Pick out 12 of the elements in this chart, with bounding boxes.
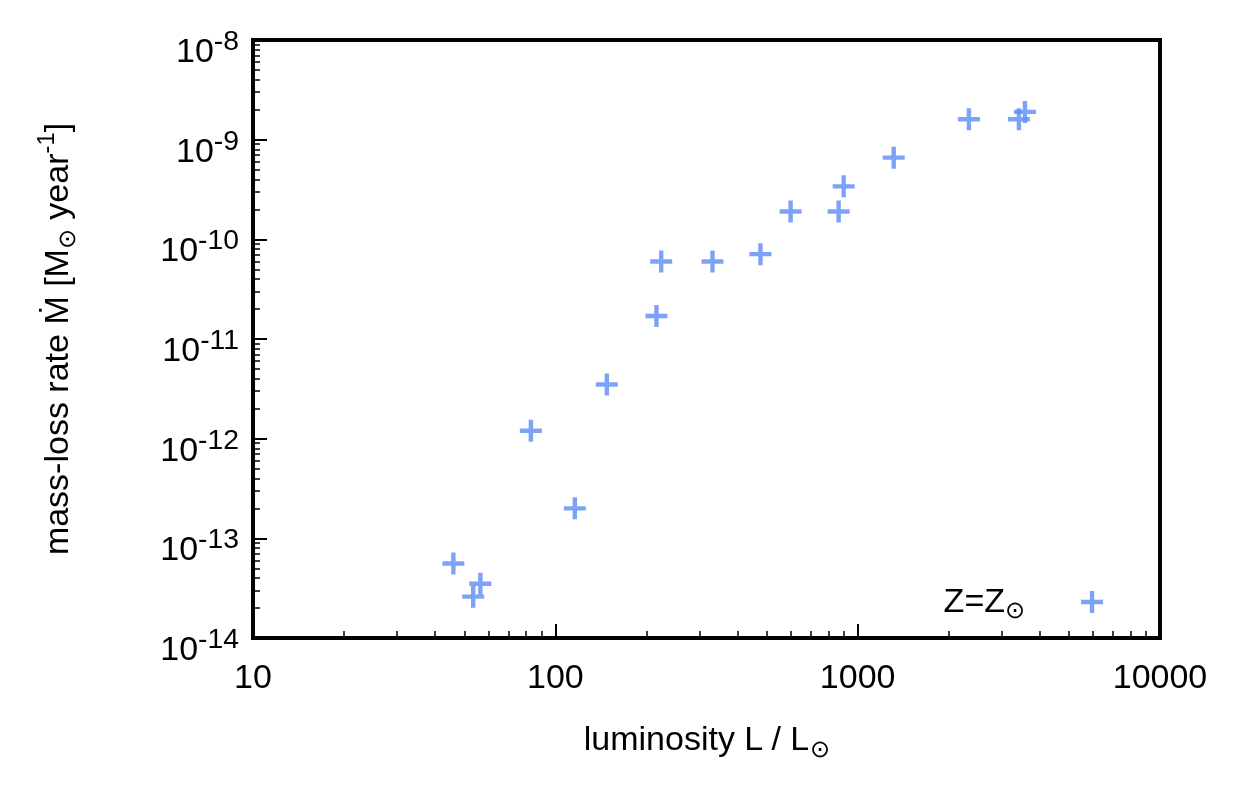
x-tick-label: 10000 <box>1112 657 1208 696</box>
x-axis-title: luminosity L / L⊙ <box>583 719 830 762</box>
y-tick-label: 10$^{-12}$ <box>160 421 239 470</box>
y-axis-title: mass-loss rate Ṁ [M⊙ year-1] <box>32 122 80 556</box>
y-tick-label: 10$^{-13}$ <box>160 521 239 570</box>
annotation: Z=Z⊙ <box>943 580 1025 624</box>
x-tick-label: 1000 <box>819 657 896 696</box>
y-tick-label: 10$^{-9}$ <box>175 122 239 171</box>
y-tick-label: 10$^{-10}$ <box>160 222 239 271</box>
y-tick-label: 10$^{-8}$ <box>175 23 239 72</box>
x-tick-label: 100 <box>526 657 584 696</box>
y-tick-label: 10$^{-11}$ <box>162 322 239 371</box>
